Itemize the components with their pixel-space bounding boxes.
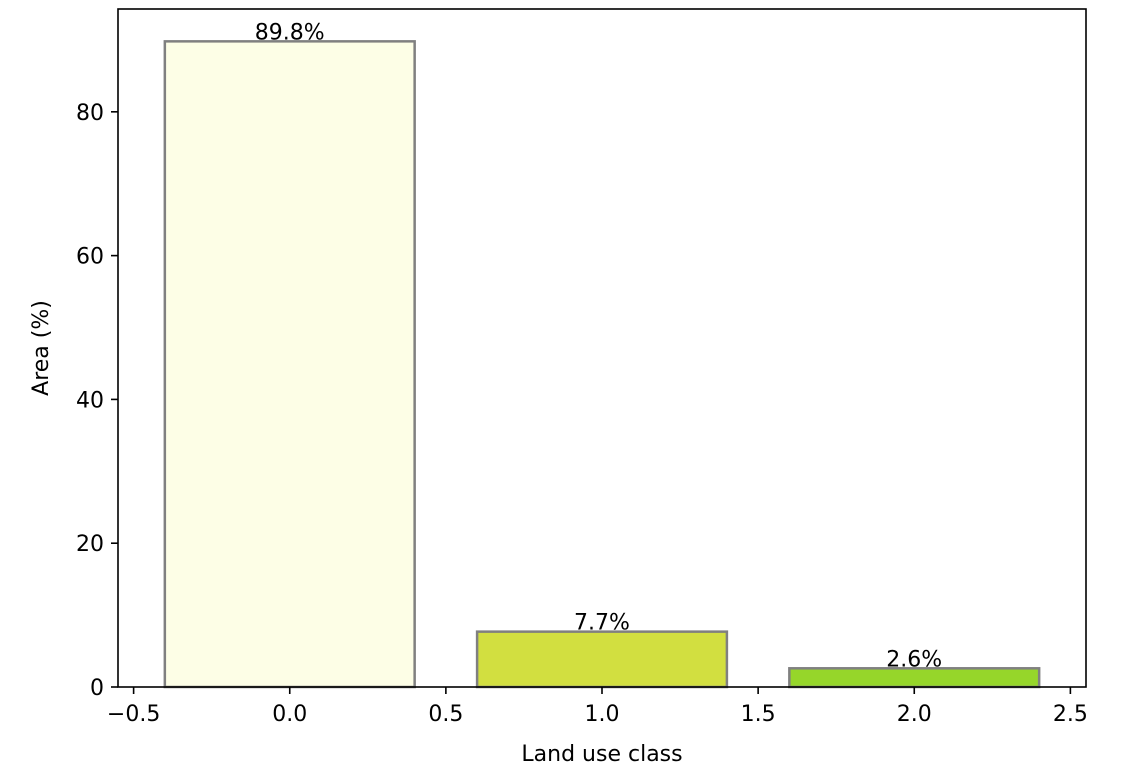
bar-value-label: 2.6% (886, 647, 942, 672)
data-labels-layer: 89.8% 7.7% 2.6% (255, 20, 942, 672)
bar-value-label: 7.7% (574, 611, 630, 636)
bar (163, 40, 416, 689)
x-tick-label: 2.0 (897, 702, 932, 727)
x-tick-label: 0.0 (272, 702, 307, 727)
x-tick-label: 1.5 (741, 702, 776, 727)
y-tick-label: 40 (76, 388, 104, 413)
y-tick-label: 20 (76, 532, 104, 557)
x-axis-label: Land use class (521, 742, 682, 767)
x-tick-label: 2.5 (1053, 702, 1088, 727)
bar-value-label: 89.8% (255, 20, 325, 45)
x-tick-label: −0.5 (107, 702, 160, 727)
bars-layer (163, 40, 1041, 689)
y-tick-label: 80 (76, 101, 104, 126)
y-axis: 0 20 40 60 80 (76, 101, 118, 701)
x-tick-label: 1.0 (585, 702, 620, 727)
bar (475, 630, 729, 689)
y-tick-label: 0 (90, 676, 104, 701)
y-axis-label: Area (%) (29, 300, 54, 396)
y-tick-label: 60 (76, 245, 104, 270)
x-axis: −0.5 0.0 0.5 1.0 1.5 2.0 2.5 (107, 687, 1088, 727)
x-tick-label: 0.5 (428, 702, 463, 727)
